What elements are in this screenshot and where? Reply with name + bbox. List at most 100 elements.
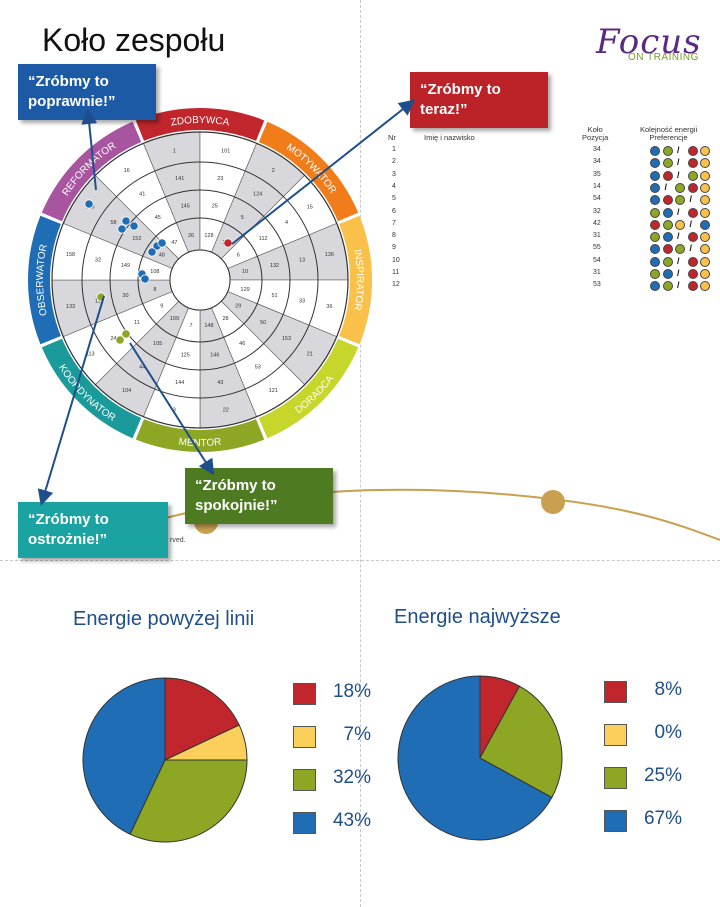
preference-dot xyxy=(687,207,698,218)
table-cell-position: 32 xyxy=(593,207,601,215)
legend-percentage: 18% xyxy=(332,681,371,702)
pie-title-highest: Energie najwyższe xyxy=(394,606,561,628)
wheel-number: 23 xyxy=(217,176,223,182)
team-member-dot xyxy=(117,224,127,234)
table-header-nr: Nr xyxy=(388,133,396,142)
wheel-segment xyxy=(339,215,372,345)
table-cell-position: 54 xyxy=(593,256,601,264)
legend-swatch xyxy=(604,767,627,789)
wheel-number: 10 xyxy=(242,269,248,275)
wheel-number: 152 xyxy=(132,236,141,242)
wheel-number: 22 xyxy=(223,407,229,413)
preference-dot xyxy=(700,219,710,230)
preference-dot xyxy=(662,146,673,156)
pie-slice xyxy=(164,677,240,761)
vertical-divider xyxy=(360,0,361,907)
table-cell-position: 34 xyxy=(593,146,601,153)
preference-dot xyxy=(687,269,698,279)
legend-percentage: 43% xyxy=(332,810,371,831)
wheel-number: 15 xyxy=(307,205,313,211)
wheel-segment-label: OBSERWATOR xyxy=(35,243,50,316)
preference-dot xyxy=(700,281,710,292)
preference-dot xyxy=(650,219,660,230)
pie-chart-above-line xyxy=(82,677,248,843)
table-cell-nr: 6 xyxy=(392,207,396,215)
wheel-number: 51 xyxy=(271,293,277,299)
team-member-dot xyxy=(84,199,94,209)
team-member-dot xyxy=(129,221,139,231)
preference-separator: / xyxy=(677,157,680,168)
preference-dot xyxy=(675,244,685,255)
wheel-number: 129 xyxy=(241,287,250,293)
wheel-number: 58 xyxy=(110,220,116,226)
table-cell-position: 42 xyxy=(593,219,601,227)
wheel-number: 7 xyxy=(189,323,192,329)
preference-dot xyxy=(675,219,685,230)
pie-slice xyxy=(129,759,248,843)
wheel-number: 45 xyxy=(155,215,161,221)
wheel-number: 133 xyxy=(66,304,75,310)
wheel-segment xyxy=(41,121,142,222)
preference-dot xyxy=(650,281,660,292)
team-member-dot xyxy=(121,216,131,226)
table-cell-nr: 5 xyxy=(392,195,396,203)
wheel-segment xyxy=(258,338,359,439)
preference-dot xyxy=(662,219,673,230)
table-cell-position: 14 xyxy=(593,182,601,190)
legend-swatch xyxy=(293,683,316,705)
table-cell-nr: 11 xyxy=(392,269,400,276)
wheel-number: 145 xyxy=(181,203,190,209)
preference-dot xyxy=(662,170,673,181)
wheel-number: 11 xyxy=(134,320,140,326)
wheel-number: 2 xyxy=(272,168,275,174)
wheel-number: 29 xyxy=(235,304,241,310)
wheel-segment xyxy=(135,108,265,141)
table-cell-nr: 1 xyxy=(392,146,396,153)
wheel-segment xyxy=(258,121,359,222)
arrow-now xyxy=(231,99,416,245)
wheel-number: 108 xyxy=(150,269,159,275)
preference-separator: / xyxy=(689,243,693,254)
wheel-number: 12 xyxy=(95,298,101,304)
wheel-number: 53 xyxy=(255,364,261,370)
table-cell-position: 55 xyxy=(593,244,601,252)
wheel-number: 141 xyxy=(175,176,184,182)
table-cell-nr: 10 xyxy=(392,256,400,264)
preference-dot xyxy=(650,195,660,206)
wheel-number: 9 xyxy=(160,304,163,310)
pie-title-above-line: Energie powyżej linii xyxy=(73,608,255,630)
wheel-number: 125 xyxy=(181,353,190,359)
preference-separator: / xyxy=(677,280,680,291)
preference-dot xyxy=(700,256,710,267)
table-cell-nr: 7 xyxy=(392,219,396,227)
wheel-number: 112 xyxy=(259,236,268,242)
preference-dot xyxy=(662,232,673,243)
preference-dot xyxy=(662,269,673,279)
preference-dot xyxy=(675,195,685,206)
arrow-correct xyxy=(81,108,98,191)
pie-slice xyxy=(397,675,553,841)
preference-dot xyxy=(687,158,698,169)
wheel-number: 153 xyxy=(282,336,291,342)
preference-separator: / xyxy=(677,206,680,217)
preference-dot xyxy=(650,207,660,218)
preference-dot xyxy=(662,158,673,169)
wheel-number: 6 xyxy=(237,252,240,258)
preference-dot xyxy=(687,182,698,193)
table-cell-nr: 3 xyxy=(392,170,396,178)
wheel-number: 13 xyxy=(299,258,305,264)
preference-dot xyxy=(687,232,698,243)
wheel-number: 28 xyxy=(222,316,228,322)
team-member-dot xyxy=(140,274,150,284)
callout-calm: “Zróbmy to spokojnie!” xyxy=(185,468,333,524)
wheel-number: 146 xyxy=(210,353,219,359)
wheel-number: 47 xyxy=(171,240,177,246)
callout-arrows xyxy=(37,99,416,506)
table-header-position: Koło Pozycja xyxy=(582,125,609,142)
table-header-preferences: Kolejność energii Preferencje xyxy=(640,125,698,142)
wheel-number: 144 xyxy=(175,380,184,386)
legend-percentage: 7% xyxy=(343,724,371,745)
wheel-segment xyxy=(135,419,265,452)
team-member-dot xyxy=(157,238,167,248)
preference-dot xyxy=(687,256,698,267)
